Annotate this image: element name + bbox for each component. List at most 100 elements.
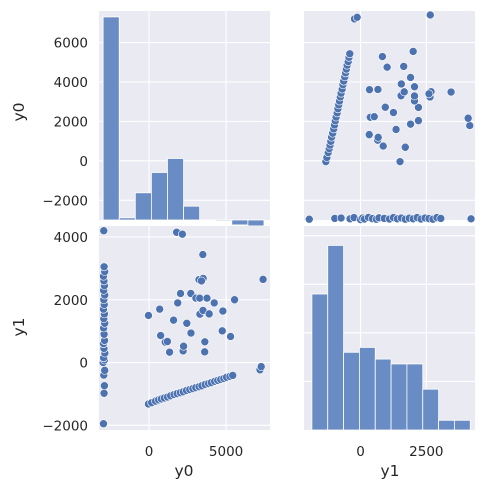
scatter-point-y1-y0 xyxy=(397,79,406,89)
scatter-point-y0-y1 xyxy=(176,289,185,298)
scatter-point-y1-y0 xyxy=(373,133,383,142)
tick-labels-layer: −2000 0 2000 4000 6000 −2000 0 2000 4000 0 5000 0 25… xyxy=(42,36,443,460)
scatter-point-y1-y0 xyxy=(382,62,392,72)
x-axis-label-y0: y0 xyxy=(174,462,193,480)
scatter-point-y1-y0 xyxy=(373,85,383,94)
hist-bar-y0 xyxy=(150,172,168,221)
scatter-point-y1-y0 xyxy=(380,102,390,112)
scatter-point-y0-y1 xyxy=(169,315,178,325)
panels-layer xyxy=(98,10,476,431)
hist-bar-y1 xyxy=(327,245,344,431)
scatter-point-y0-y1 xyxy=(163,337,172,346)
hist-bar-y0 xyxy=(247,219,265,227)
x-tick-label-y1: 2500 xyxy=(409,444,443,460)
scatter-point-y0-y1 xyxy=(179,341,188,351)
scatter-point-y1-y0 xyxy=(395,157,405,166)
hist-bar-y0 xyxy=(134,192,152,221)
panel-r1-c0 xyxy=(98,226,270,430)
scatter-point-y1-y0 xyxy=(408,47,418,56)
panel-r1-c1 xyxy=(304,226,475,431)
scatter-point-y1-y0 xyxy=(336,213,346,223)
scatter-point-y0-y1 xyxy=(156,331,165,340)
scatter-point-y1-y0 xyxy=(378,141,388,151)
scatter-point-y0-y1 xyxy=(230,295,239,305)
y-tick-label-y1: −2000 xyxy=(42,418,88,434)
scatter-point-y0-y1 xyxy=(178,229,187,239)
scatter-point-y1-y0 xyxy=(414,103,423,112)
scatter-point-y1-y0 xyxy=(446,87,456,97)
scatter-point-y1-y0 xyxy=(369,112,379,121)
x-tick-label-y1: 0 xyxy=(356,444,365,460)
scatter-point-y1-y0 xyxy=(378,52,387,61)
scatter-point-y1-y0 xyxy=(414,116,423,125)
scatter-point-y0-y1 xyxy=(198,250,208,259)
y-tick-label-y1: 2000 xyxy=(54,293,88,309)
scatter-point-y0-y1 xyxy=(186,328,196,338)
scatter-point-y0-y1 xyxy=(226,332,235,341)
hist-bar-y1 xyxy=(343,351,360,431)
hist-bar-y1 xyxy=(406,363,424,431)
scatter-point-y1-y0 xyxy=(465,121,475,130)
y-tick-label-y0: 4000 xyxy=(54,75,88,91)
scatter-point-y0-y1 xyxy=(256,362,266,371)
scatter-point-y1-y0 xyxy=(466,214,476,224)
y-tick-label-y0: −2000 xyxy=(42,193,88,209)
hist-bar-y0 xyxy=(167,158,184,221)
scatter-point-y0-y1 xyxy=(100,381,109,391)
scatter-point-y1-y0 xyxy=(364,130,374,139)
hist-bar-y1 xyxy=(390,363,408,431)
y-tick-label-y0: 6000 xyxy=(54,36,88,52)
scatter-point-y0-y1 xyxy=(100,366,109,375)
scatter-point-y1-y0 xyxy=(406,119,415,129)
scatter-point-y1-y0 xyxy=(399,87,409,97)
hist-bar-y0 xyxy=(231,219,249,226)
scatter-point-y0-y1 xyxy=(182,318,192,328)
hist-bar-y1 xyxy=(359,347,376,431)
scatter-point-y0-y1 xyxy=(202,293,212,303)
hist-bar-y0 xyxy=(215,219,233,222)
scatter-point-y0-y1 xyxy=(217,326,227,336)
scatter-point-y1-y0 xyxy=(424,89,434,99)
scatter-point-y0-y1 xyxy=(144,311,153,320)
scatter-point-y0-y1 xyxy=(228,371,238,380)
scatter-point-y0-y1 xyxy=(200,347,209,357)
y-tick-label-y0: 0 xyxy=(79,154,88,170)
scatter-point-y1-y0 xyxy=(399,62,409,71)
scatter-point-y1-y0 xyxy=(352,13,362,22)
scatter-point-y1-y0 xyxy=(391,125,401,134)
y-tick-label-y1: 4000 xyxy=(54,230,88,246)
scatter-point-y0-y1 xyxy=(209,298,219,308)
scatter-point-y1-y0 xyxy=(365,85,374,94)
scatter-point-y1-y0 xyxy=(436,214,446,223)
scatter-point-y0-y1 xyxy=(204,309,214,319)
scatter-point-y0-y1 xyxy=(200,337,210,347)
scatter-point-y1-y0 xyxy=(410,82,419,92)
scatter-point-y0-y1 xyxy=(218,306,228,316)
scatter-point-y1-y0 xyxy=(406,73,415,82)
scatter-point-y0-y1 xyxy=(99,388,109,398)
panel-r0-c0 xyxy=(99,11,270,227)
scatter-point-y0-y1 xyxy=(195,293,205,303)
hist-bar-y1 xyxy=(438,419,455,431)
scatter-point-y1-y0 xyxy=(400,142,410,152)
hist-bar-y0 xyxy=(102,16,120,221)
x-tick-label-y0: 0 xyxy=(145,444,154,460)
hist-bar-y0 xyxy=(118,217,136,221)
scatter-point-y0-y1 xyxy=(197,276,206,286)
panel-background xyxy=(99,11,270,220)
hist-bar-y1 xyxy=(422,388,439,431)
scatter-point-y0-y1 xyxy=(99,262,109,272)
scatter-point-y1-y0 xyxy=(304,214,314,224)
x-axis-label-y1: y1 xyxy=(380,462,399,480)
scatter-point-y0-y1 xyxy=(99,226,109,236)
panel-background xyxy=(99,226,270,430)
hist-bar-y0 xyxy=(183,205,201,221)
hist-bar-y1 xyxy=(311,293,329,431)
hist-bar-y1 xyxy=(454,419,471,431)
scatter-point-y0-y1 xyxy=(258,275,268,284)
scatter-point-y1-y0 xyxy=(463,113,473,123)
scatter-point-y1-y0 xyxy=(410,91,419,101)
scatter-point-y1-y0 xyxy=(425,10,435,20)
scatter-point-y0-y1 xyxy=(173,298,183,308)
